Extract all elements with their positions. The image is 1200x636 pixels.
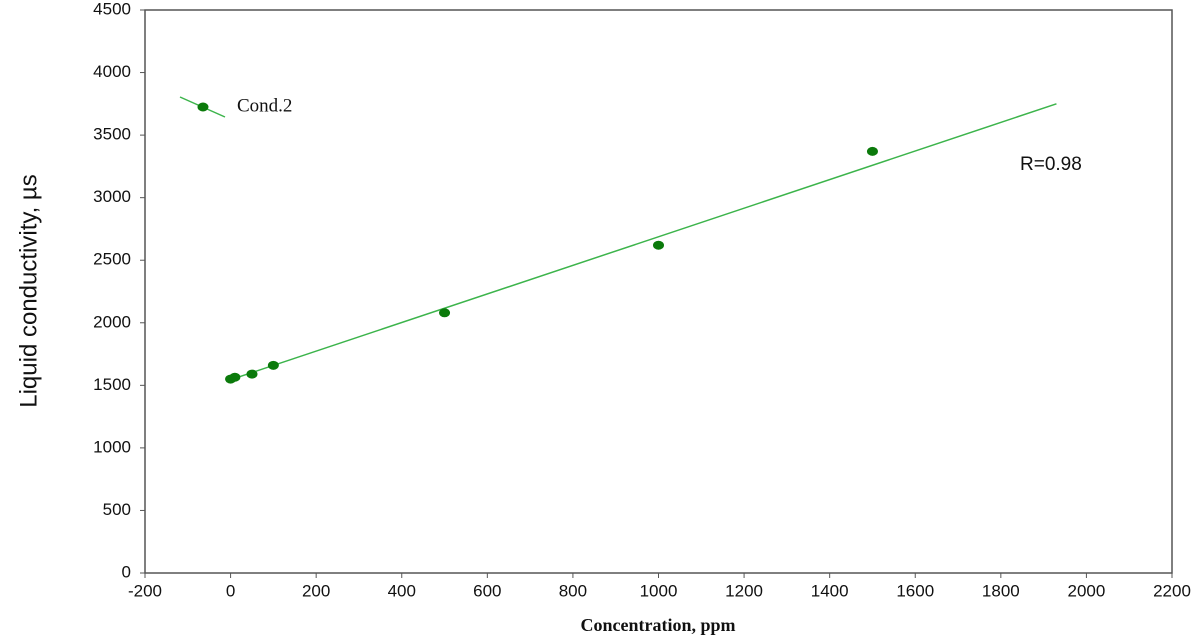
fit-line (230, 103, 1057, 381)
legend-label: Cond.2 (237, 95, 292, 116)
point (229, 372, 241, 382)
x-tick-label: 800 (559, 581, 587, 600)
x-tick-label: 400 (388, 581, 416, 600)
x-tick-label: 1800 (982, 581, 1020, 600)
x-tick-label: 1200 (725, 581, 763, 600)
point (653, 240, 664, 250)
legend-marker (197, 102, 209, 112)
point (246, 369, 258, 379)
y-tick-label: 4500 (93, 0, 131, 18)
x-tick-label: 2000 (1068, 581, 1106, 600)
x-tick-label: 1000 (640, 581, 678, 600)
y-tick-label: 3000 (93, 187, 131, 206)
x-axis-label: Concentration, ppm (580, 615, 735, 635)
y-tick-label: 3500 (93, 125, 131, 144)
x-tick-label: 1400 (811, 581, 849, 600)
y-tick-label: 1000 (93, 437, 131, 456)
point (267, 360, 279, 370)
y-tick-label: 0 (122, 562, 131, 581)
y-tick-label: 1500 (93, 375, 131, 394)
point (439, 308, 451, 318)
x-tick-label: -200 (128, 581, 162, 600)
x-tick-label: 2200 (1153, 581, 1191, 600)
y-axis-label: Liquid conductivity, µs (15, 174, 42, 408)
y-tick-label: 2500 (93, 250, 131, 269)
x-tick-label: 600 (473, 581, 501, 600)
x-tick-label: 200 (302, 581, 330, 600)
y-tick-label: 500 (103, 500, 131, 519)
annotation: R=0.98 (1020, 154, 1082, 175)
y-tick-label: 2000 (93, 312, 131, 331)
point (866, 146, 878, 156)
plot-frame (144, 9, 1173, 574)
x-tick-label: 0 (226, 581, 235, 600)
y-tick-label: 4000 (93, 62, 131, 81)
x-tick-label: 1600 (896, 581, 934, 600)
